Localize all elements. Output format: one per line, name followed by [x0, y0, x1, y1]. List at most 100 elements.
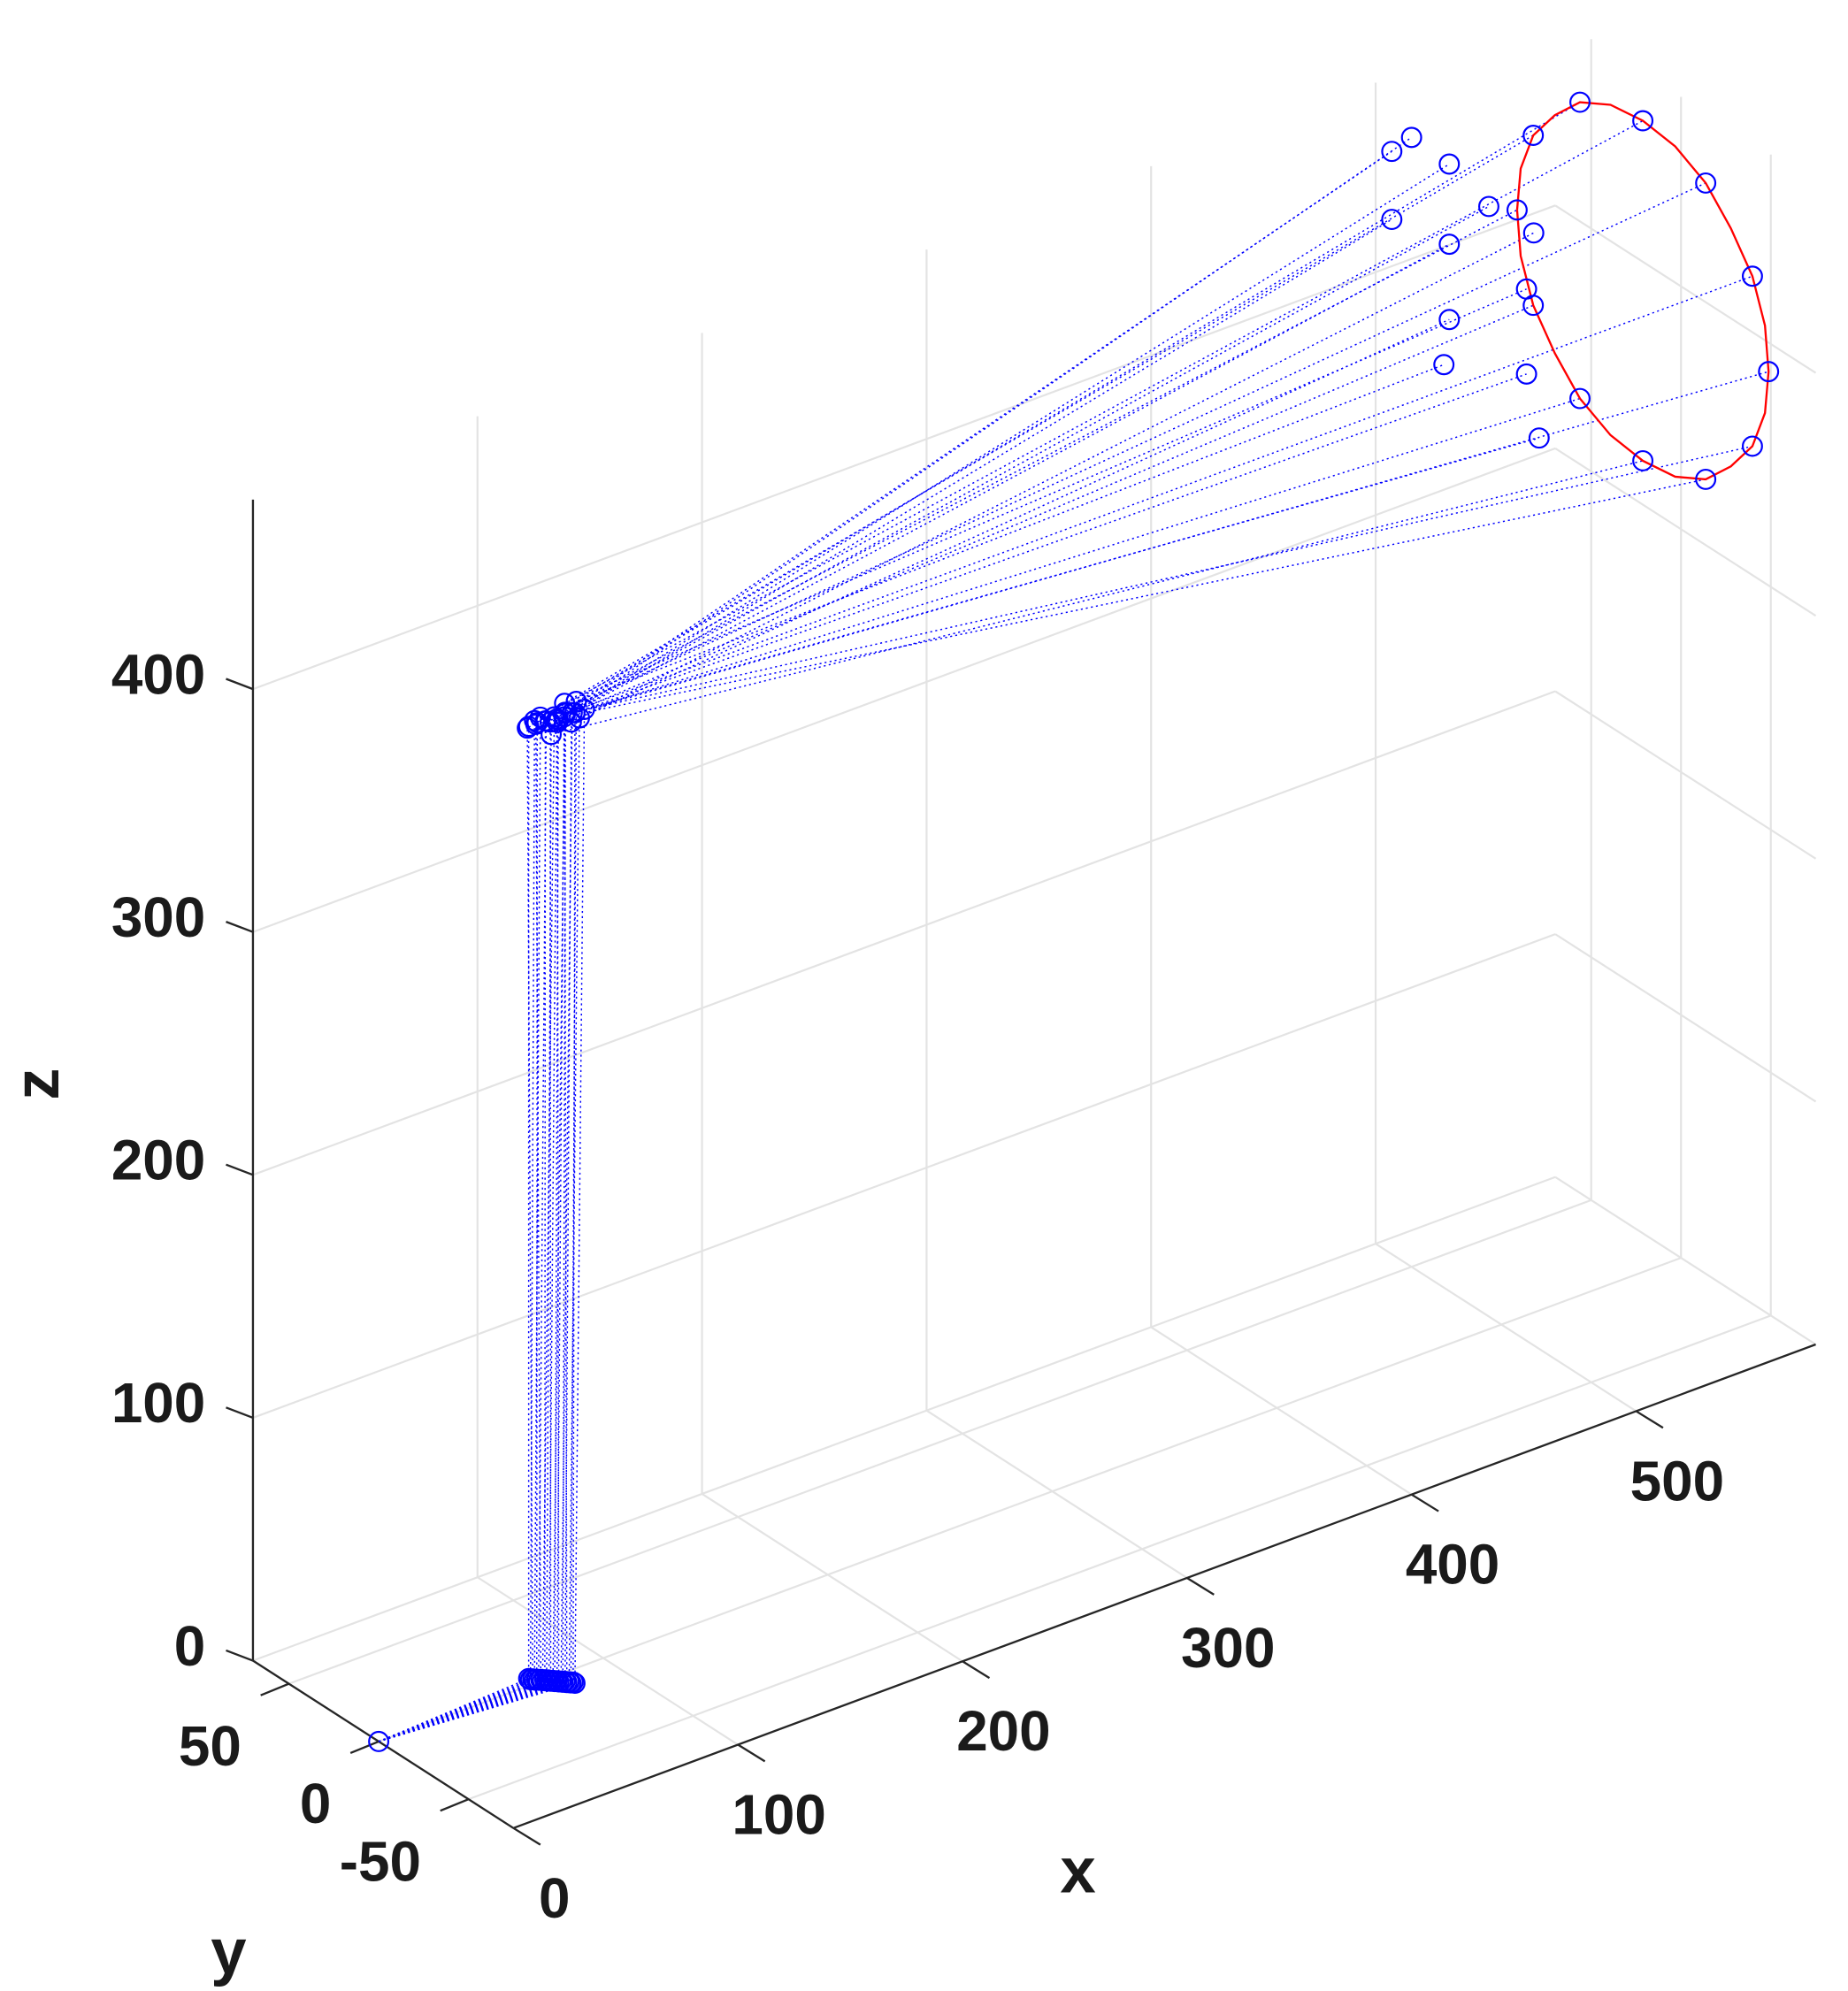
rays — [378, 101, 1769, 1742]
y-tick-label: 0 — [300, 1772, 331, 1835]
point — [564, 701, 586, 724]
x-tick-label: 0 — [539, 1866, 570, 1930]
ray — [378, 397, 1581, 1742]
point — [1438, 234, 1461, 256]
tick-mark — [1635, 1410, 1664, 1429]
labels: x y z 0100200300400500-50050010020030040… — [1, 642, 1724, 1987]
points — [368, 91, 1780, 1752]
tick-mark — [962, 1660, 991, 1680]
grid-line — [1554, 1175, 1817, 1345]
ray — [378, 437, 1540, 1742]
point — [1438, 153, 1461, 175]
tick-mark — [226, 921, 254, 933]
point — [1695, 172, 1717, 194]
point — [1433, 354, 1455, 376]
point — [1400, 126, 1422, 149]
z-axis-title: z — [1, 1068, 73, 1099]
lines — [1515, 101, 1770, 481]
point — [1758, 361, 1780, 383]
ray — [378, 373, 1527, 1742]
tick-mark — [1411, 1493, 1439, 1512]
tick-mark — [737, 1743, 766, 1763]
ray — [378, 101, 1581, 1742]
grid-line — [1375, 1243, 1637, 1413]
ray — [378, 479, 1706, 1742]
tick-mark — [260, 1682, 289, 1696]
grid-line — [252, 933, 1556, 1419]
x-tick-label: 400 — [1406, 1533, 1499, 1597]
point — [1632, 449, 1654, 471]
point — [1515, 363, 1537, 385]
point — [1381, 209, 1403, 231]
grid-line — [1554, 690, 1817, 860]
grid-line — [468, 1314, 1772, 1801]
ray — [378, 232, 1535, 1742]
point — [1381, 141, 1403, 163]
grid-line — [252, 204, 1556, 691]
tick-mark — [1186, 1576, 1215, 1596]
point — [1522, 125, 1545, 146]
grid-line — [1554, 933, 1817, 1103]
x-tick-label: 200 — [956, 1699, 1050, 1763]
ray — [378, 243, 1450, 1742]
grid-line — [701, 1493, 963, 1663]
point — [565, 691, 587, 712]
axes — [226, 499, 1816, 1846]
point — [573, 699, 595, 720]
tick-mark — [512, 1826, 541, 1846]
tick-mark — [226, 1649, 254, 1662]
tick-mark — [226, 1163, 254, 1176]
ray — [378, 182, 1706, 1742]
tick-mark — [349, 1740, 380, 1755]
point — [1522, 222, 1545, 244]
point — [525, 713, 547, 735]
grid-line — [378, 1257, 1682, 1742]
ray — [378, 205, 1490, 1742]
grid-line — [288, 1198, 1592, 1685]
x-tick-label: 500 — [1630, 1449, 1724, 1512]
x-tick-label: 100 — [732, 1783, 825, 1847]
y-axis-line — [252, 1659, 515, 1829]
grid-line — [252, 1175, 1556, 1662]
grid-line — [925, 1409, 1188, 1579]
ray — [378, 163, 1450, 1742]
grid-line — [1554, 204, 1817, 374]
x-tick-label: 300 — [1181, 1616, 1275, 1680]
ray — [378, 364, 1445, 1742]
point — [1741, 265, 1763, 287]
ray — [378, 150, 1392, 1742]
tick-mark — [226, 1406, 254, 1420]
point — [1438, 309, 1461, 331]
tick-mark — [440, 1798, 470, 1812]
z-tick-label: 300 — [111, 885, 205, 949]
point — [1632, 110, 1654, 132]
z-tick-label: 400 — [111, 642, 205, 706]
ray — [378, 460, 1644, 1742]
tick-mark — [226, 678, 254, 691]
point — [1477, 195, 1499, 218]
grid-line — [252, 690, 1556, 1176]
point — [368, 1730, 390, 1752]
grid-line — [477, 1576, 739, 1746]
point — [1569, 91, 1591, 113]
line — [1515, 101, 1770, 481]
x-axis-title: x — [1060, 1835, 1095, 1907]
y-tick-label: -50 — [340, 1829, 421, 1893]
z-tick-label: 0 — [174, 1614, 205, 1678]
point — [562, 1671, 584, 1693]
point — [1515, 278, 1537, 300]
y-axis-title: y — [211, 1916, 246, 1987]
point — [564, 1673, 586, 1694]
point — [1506, 199, 1528, 221]
x-axis-line — [512, 1343, 1816, 1829]
point — [541, 724, 562, 746]
point — [1528, 427, 1550, 449]
point — [1695, 468, 1717, 490]
z-tick-label: 100 — [111, 1371, 205, 1435]
y-tick-label: 50 — [179, 1714, 242, 1778]
point — [1741, 435, 1763, 457]
grid — [251, 39, 1817, 1829]
